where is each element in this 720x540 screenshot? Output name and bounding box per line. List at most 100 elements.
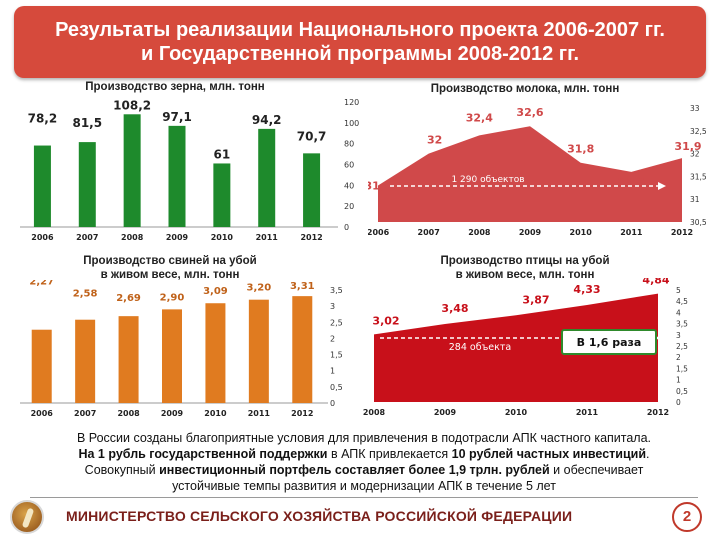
note-line-1: В России созданы благоприятные условия д… (76, 431, 652, 445)
data-label: 3,48 (441, 302, 468, 315)
note-line-4: устойчивые темпы развития и модернизации… (172, 479, 556, 493)
bar (292, 296, 313, 403)
y-tick-label: 1 (676, 376, 681, 385)
pork-title-line-2: в живом весе, млн. тонн (100, 269, 240, 281)
y-tick-label: 31 (690, 195, 700, 204)
data-label: 4,33 (573, 283, 600, 296)
data-label: 3,09 (203, 286, 228, 297)
y-tick-label: 40 (344, 181, 354, 190)
data-label: 61 (214, 147, 231, 161)
x-tick-label: 2009 (519, 228, 542, 237)
y-tick-label: 3 (676, 331, 681, 340)
note-line-3: Совокупный инвестиционный портфель соста… (30, 462, 698, 478)
page-number: 2 (672, 502, 702, 532)
summary-note: В России созданы благоприятные условия д… (30, 430, 698, 498)
bar (213, 163, 231, 227)
data-label: 3,02 (372, 314, 399, 327)
y-tick-label: 2 (676, 353, 681, 362)
note-text-4: Совокупный (84, 463, 160, 477)
y-tick-label: 120 (344, 98, 359, 107)
y-tick-label: 33 (690, 104, 700, 113)
ministry-emblem-icon (10, 500, 44, 534)
pork-title-line-1: Производство свиней на убой (83, 255, 257, 267)
y-tick-label: 5 (676, 286, 681, 295)
data-label: 31,3 (368, 180, 392, 193)
y-tick-label: 3,5 (330, 286, 343, 295)
y-tick-label: 32 (690, 150, 700, 159)
note-bold-2: 10 рублей частных инвестиций (451, 447, 647, 461)
x-tick-label: 2010 (204, 409, 227, 418)
y-tick-label: 2,5 (676, 342, 688, 351)
note-text-3: . (646, 447, 650, 461)
x-tick-label: 2007 (74, 409, 96, 418)
data-label: 2,27 (29, 280, 54, 288)
note-bold-1: На 1 рубль государственной поддержки (78, 447, 328, 461)
x-tick-label: 2009 (161, 409, 184, 418)
poultry-callout: В 1,6 раза (577, 336, 642, 349)
data-label: 3,20 (247, 283, 272, 294)
bar (33, 145, 51, 227)
note-line-2: На 1 рубль государственной поддержки в А… (30, 446, 698, 462)
footer-divider (30, 497, 698, 498)
bar (303, 153, 321, 227)
arrow-head (658, 182, 666, 190)
data-label: 32,6 (516, 106, 543, 119)
note-bold-3: инвестиционный портфель составляет более… (159, 463, 550, 477)
y-tick-label: 80 (344, 140, 354, 149)
x-tick-label: 2012 (291, 409, 313, 418)
bar (162, 309, 182, 403)
pork-chart: 0 0,5 1 1,5 2 2,5 3 3,5 2,27 2006 2,58 2007 2,69 2008… (20, 280, 343, 418)
data-label: 32 (427, 134, 442, 147)
x-tick-label: 2006 (368, 228, 390, 237)
data-label: 31,6 (618, 176, 645, 189)
bar (78, 142, 96, 227)
poultry-chart-title: Производство птицы на убой в живом весе,… (405, 254, 645, 282)
x-tick-label: 2012 (300, 233, 322, 242)
y-tick-label: 4 (676, 308, 681, 317)
x-tick-label: 2011 (576, 408, 599, 417)
y-tick-label: 3,5 (676, 320, 688, 329)
bar (258, 128, 276, 227)
y-tick-label: 0 (330, 399, 335, 408)
y-tick-label: 0,5 (330, 383, 343, 392)
area-fill (374, 293, 658, 402)
y-tick-label: 32,5 (690, 127, 707, 136)
milk-chart-title: Производство молока, млн. тонн (430, 83, 620, 95)
y-tick-label: 2 (330, 334, 335, 343)
x-tick-label: 2012 (647, 408, 669, 417)
x-tick-label: 2006 (31, 233, 54, 242)
y-tick-label: 3 (330, 302, 335, 311)
x-tick-label: 2006 (31, 409, 54, 418)
y-tick-label: 4,5 (676, 297, 688, 306)
data-label: 70,7 (297, 129, 327, 143)
y-tick-label: 0 (344, 223, 349, 232)
data-label: 2,90 (160, 292, 185, 303)
poultry-chart: 0 0,5 1 1,5 2 2,5 3 3,5 4 4,5 5 3,02 2008 3,48 2009 3,8… (363, 278, 688, 417)
title-line-1: Результаты реализации Национального прое… (55, 19, 665, 41)
bar (31, 329, 52, 403)
milk-chart: 30,5 31 31,5 32 32,5 33 31,3 2006 32 2007 32,4 2008… (368, 104, 707, 237)
y-tick-label: 60 (344, 161, 354, 170)
data-label: 31,8 (567, 143, 594, 156)
bar (248, 299, 269, 403)
y-tick-label: 1 (330, 367, 335, 376)
title-line-2: и Государственной программы 2008-2012 гг… (140, 43, 580, 65)
y-tick-label: 20 (344, 202, 354, 211)
poultry-annotation: 284 объекта (449, 342, 511, 353)
x-tick-label: 2010 (505, 408, 528, 417)
bar (123, 114, 141, 227)
y-tick-label: 0 (676, 398, 681, 407)
x-tick-label: 2008 (121, 233, 144, 242)
x-tick-label: 2008 (363, 408, 386, 417)
x-tick-label: 2009 (166, 233, 189, 242)
pork-chart-title: Производство свиней на убой в живом весе… (50, 254, 290, 282)
data-label: 32,4 (466, 111, 493, 124)
note-text-2: в АПК привлекается (327, 447, 452, 461)
data-label: 2,69 (116, 293, 141, 304)
x-tick-label: 2007 (76, 233, 98, 242)
data-label: 108,2 (113, 98, 151, 112)
x-tick-label: 2011 (620, 228, 643, 237)
data-label: 3,31 (290, 281, 315, 292)
x-tick-label: 2008 (468, 228, 491, 237)
data-label: 94,2 (252, 113, 282, 127)
